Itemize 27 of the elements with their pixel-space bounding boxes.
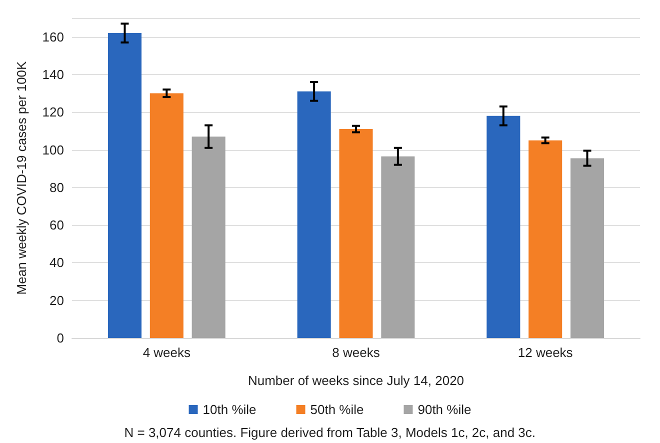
y-tick-label: 20: [50, 292, 64, 308]
legend-label: 90th %ile: [418, 402, 472, 417]
y-tick-label: 40: [50, 255, 64, 270]
x-axis-title: Number of weeks since July 14, 2020: [248, 373, 464, 388]
bar: [192, 136, 226, 338]
y-tick-label: 80: [50, 180, 64, 195]
y-tick-label: 140: [42, 66, 64, 82]
bar: [570, 158, 604, 338]
y-tick-label: 100: [42, 142, 64, 158]
bar: [108, 33, 142, 338]
x-tick-label: 8 weeks: [332, 345, 380, 360]
bar: [486, 116, 520, 338]
y-tick-label: 60: [50, 218, 64, 233]
y-tick-label: 160: [42, 29, 64, 44]
bar: [297, 91, 331, 338]
x-tick-label: 12 weeks: [518, 345, 574, 360]
y-tick-label: 120: [42, 104, 64, 120]
bar: [381, 156, 415, 338]
legend-label: 10th %ile: [202, 402, 256, 417]
legend-label: 50th %ile: [310, 402, 364, 417]
bar: [150, 93, 184, 338]
x-tick-label: 4 weeks: [142, 345, 192, 360]
y-axis-title: Mean weekly COVID-19 cases per 100K: [14, 60, 29, 295]
bar: [339, 129, 373, 338]
text: N = 3,074 counties. Figure derived from Table 3, Models 1c, 2c, and 3c.: [124, 425, 536, 440]
y-tick-label: 0: [56, 330, 64, 346]
bar: [528, 140, 562, 338]
